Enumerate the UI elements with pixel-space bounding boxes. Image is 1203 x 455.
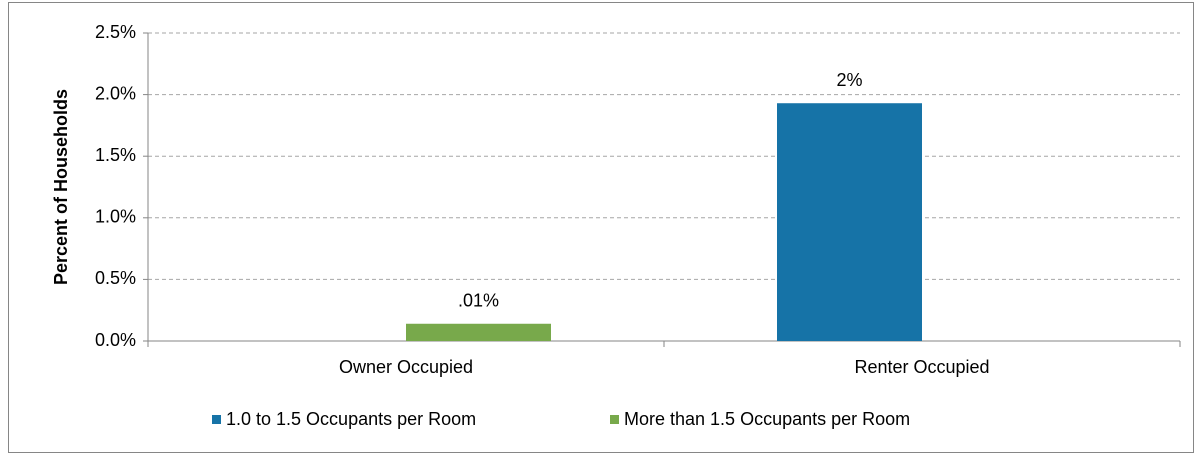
legend-swatch xyxy=(212,415,221,424)
bar xyxy=(777,103,922,341)
y-tick-label: 2.0% xyxy=(95,83,136,103)
y-tick-label: 0.0% xyxy=(95,330,136,350)
x-tick-label: Owner Occupied xyxy=(339,357,473,377)
chart-border xyxy=(8,2,1194,453)
y-tick-label: 0.5% xyxy=(95,268,136,288)
y-tick-label: 1.5% xyxy=(95,145,136,165)
legend-swatch xyxy=(610,415,619,424)
y-tick-label: 2.5% xyxy=(95,22,136,42)
data-label: .01% xyxy=(458,291,499,311)
legend-label: 1.0 to 1.5 Occupants per Room xyxy=(226,409,476,429)
y-tick-label: 1.0% xyxy=(95,207,136,227)
data-label: 2% xyxy=(836,70,862,90)
legend-label: More than 1.5 Occupants per Room xyxy=(624,409,910,429)
bar xyxy=(406,323,551,341)
y-axis-title: Percent of Households xyxy=(51,89,71,285)
x-tick-label: Renter Occupied xyxy=(854,357,989,377)
